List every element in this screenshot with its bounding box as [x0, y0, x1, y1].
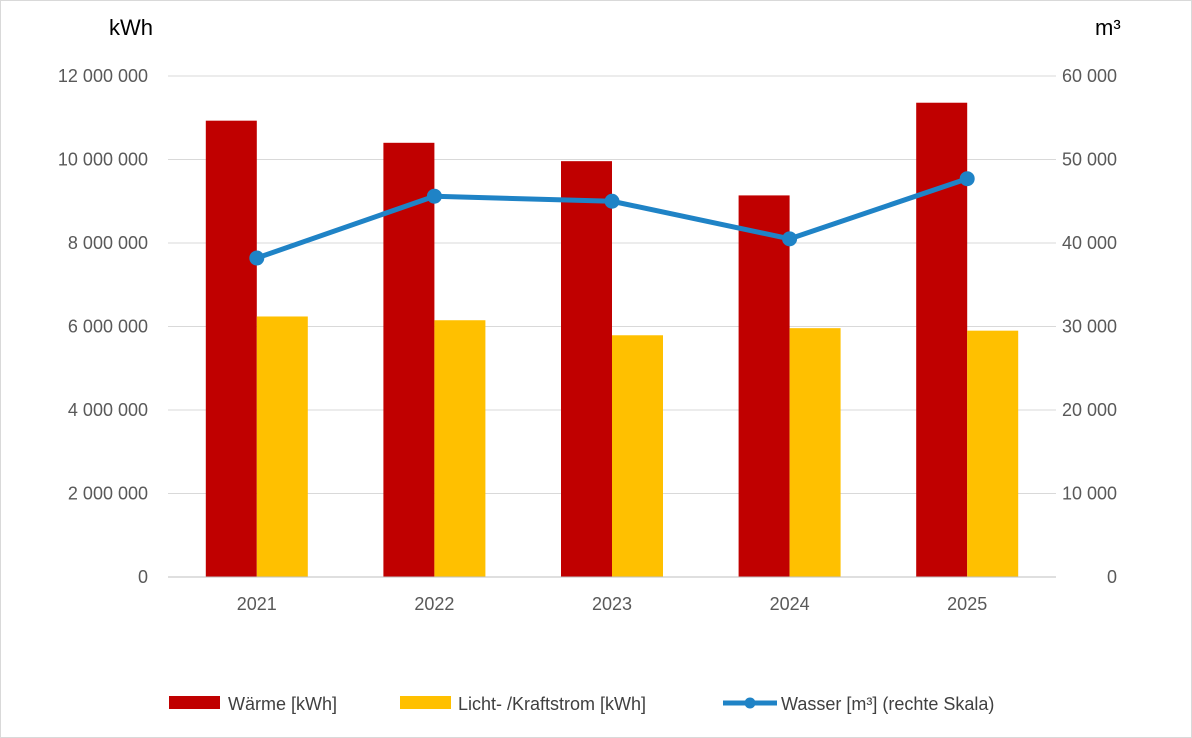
- right-tick-label: 0: [1107, 567, 1117, 587]
- right-tick-label: 50 000: [1062, 150, 1117, 170]
- bar-strom: [612, 335, 663, 577]
- bar-waerme: [738, 195, 790, 577]
- left-tick-label: 0: [138, 567, 148, 587]
- x-tick-label: 2023: [592, 594, 632, 614]
- left-tick-label: 2 000 000: [68, 484, 148, 504]
- bar-strom: [967, 330, 1019, 577]
- legend-swatch: [400, 696, 451, 709]
- water-point: [782, 231, 798, 247]
- bar-strom: [434, 320, 486, 577]
- bar-waerme: [205, 120, 257, 578]
- legend-label: Wärme [kWh]: [228, 694, 337, 714]
- left-tick-label: 6 000 000: [68, 317, 148, 337]
- bar-strom: [256, 316, 308, 577]
- legend-marker: [744, 697, 756, 709]
- bar-waerme: [383, 142, 435, 578]
- water-line: [249, 171, 975, 266]
- water-point: [604, 193, 620, 209]
- left-tick-label: 8 000 000: [68, 233, 148, 253]
- bar-waerme: [916, 102, 968, 577]
- right-tick-label: 60 000: [1062, 66, 1117, 86]
- bars: [205, 102, 1019, 578]
- left-tick-label: 10 000 000: [58, 150, 148, 170]
- left-tick-label: 12 000 000: [58, 66, 148, 86]
- right-axis: 0 10 000 20 000 30 000 40 000 50 000 60 000: [1062, 66, 1117, 587]
- water-point: [959, 171, 975, 187]
- left-axis-unit: kWh: [109, 15, 153, 40]
- x-tick-label: 2022: [414, 594, 454, 614]
- legend: Wärme [kWh] Licht- /Kraftstrom [kWh] Wasse…: [169, 694, 994, 714]
- legend-label: Licht- /Kraftstrom [kWh]: [458, 694, 646, 714]
- bar-waerme: [561, 161, 612, 578]
- right-tick-label: 30 000: [1062, 317, 1117, 337]
- right-tick-label: 40 000: [1062, 233, 1117, 253]
- x-tick-label: 2025: [947, 594, 987, 614]
- left-axis: 0 2 000 000 4 000 000 6 000 000 8 000 000 10 …: [58, 66, 148, 587]
- bar-strom: [789, 328, 841, 577]
- right-tick-label: 10 000: [1062, 484, 1117, 504]
- legend-swatch: [169, 696, 220, 709]
- water-point: [249, 250, 265, 266]
- right-tick-label: 20 000: [1062, 400, 1117, 420]
- right-axis-unit: m³: [1095, 15, 1121, 40]
- x-tick-label: 2021: [237, 594, 277, 614]
- water-point: [426, 188, 442, 204]
- legend-label: Wasser [m³] (rechte Skala): [781, 694, 994, 714]
- x-tick-label: 2024: [770, 594, 810, 614]
- left-tick-label: 4 000 000: [68, 400, 148, 420]
- x-axis: 2021 2022 2023 2024 2025: [168, 576, 1056, 614]
